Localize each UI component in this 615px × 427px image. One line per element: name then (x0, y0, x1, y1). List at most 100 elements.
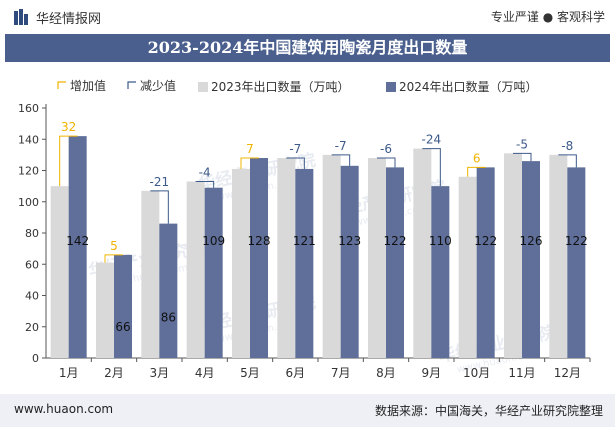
change-bracket (513, 152, 532, 162)
change-label: 32 (61, 120, 76, 134)
labels: 32 142 5 66 -21 86 -4 109 7 128 -7 121 -7 123 -6 122 -24… (61, 120, 588, 334)
change-label: -7 (335, 139, 347, 153)
top-bar: 华经情报网 专业严谨 ● 客观科学 (0, 0, 615, 34)
logo-icon (14, 9, 28, 25)
x-tick-label: 10月 (463, 366, 490, 380)
bar-2023 (458, 176, 477, 358)
y-tick-label: 100 (18, 196, 39, 209)
y-tick-label: 0 (32, 352, 39, 365)
change-label: 7 (246, 142, 254, 156)
change-bracket (150, 190, 169, 224)
change-label: 6 (473, 151, 481, 165)
bar-2024 (204, 187, 223, 358)
x-tick-label: 4月 (195, 366, 215, 380)
legend-decrease-marker (127, 81, 136, 89)
value-label-2024: 86 (161, 311, 176, 325)
x-tick-label: 1月 (59, 366, 79, 380)
x-tick-label: 9月 (422, 366, 442, 380)
bar-2023 (50, 186, 69, 358)
legend-increase-marker (57, 81, 66, 89)
value-label-2024: 110 (429, 234, 452, 248)
change-label: -7 (289, 142, 301, 156)
change-bracket (331, 154, 351, 166)
change-bracket (240, 157, 259, 169)
footer: www.huaon.com 数据来源：中国海关，华经产业研究院整理 (0, 394, 615, 427)
change-bracket (104, 254, 123, 263)
change-bracket (377, 157, 396, 168)
bar-2024 (567, 167, 586, 358)
value-label-2024: 126 (520, 234, 543, 248)
change-label: 5 (110, 239, 118, 253)
bar-2024 (68, 136, 87, 358)
y-tick-label: 160 (18, 102, 39, 115)
value-label-2024: 123 (338, 234, 361, 248)
change-label: -24 (422, 133, 442, 147)
x-tick-label: 5月 (240, 366, 260, 380)
bar-2023 (277, 158, 296, 358)
change-bracket (286, 157, 305, 169)
change-bracket (59, 135, 78, 187)
legend-increase-label: 增加值 (70, 78, 106, 93)
y-tick-label: 20 (25, 321, 39, 334)
legend-2024-label: 2024年出口数量（万吨） (399, 79, 538, 94)
legend: 增加值 减少值 2023年出口数量（万吨） 2024年出口数量（万吨） (57, 78, 538, 94)
legend-2024-swatch (386, 82, 396, 92)
y-tick-label: 120 (18, 165, 39, 178)
bar-2023 (322, 154, 341, 358)
value-label-2024: 122 (474, 234, 497, 248)
chart: 华经产业研究院www.huaon.com华经产业研究院www.huaon.com… (18, 78, 591, 380)
x-tick-label: 7月 (331, 366, 351, 380)
value-label-2024: 66 (115, 320, 130, 334)
axes: 0 20 40 60 80 100 120 140 160 1月 2月 3月 4月 5月 6月 7月 8月 9月 1… (18, 102, 591, 380)
bar-2024 (476, 167, 495, 358)
brand-name: 华经情报网 (36, 12, 102, 27)
legend-decrease-label: 减少值 (140, 78, 176, 93)
bar-2024 (295, 168, 314, 358)
value-label-2024: 122 (565, 234, 588, 248)
bars (50, 135, 586, 358)
bar-2023 (141, 190, 160, 358)
value-label-2024: 128 (248, 234, 271, 248)
change-label: -5 (516, 137, 528, 151)
legend-2023-swatch (198, 82, 208, 92)
change-bracket (195, 180, 215, 188)
bar-2023 (368, 158, 386, 358)
y-tick-label: 80 (25, 227, 39, 240)
bar-2024 (522, 161, 540, 358)
bar-2023 (186, 181, 205, 358)
value-label-2024: 142 (66, 234, 89, 248)
change-label: -8 (561, 139, 573, 153)
y-tick-label: 140 (18, 133, 39, 146)
chart-title: 2023-2024年中国建筑用陶瓷月度出口数量 (147, 38, 468, 57)
bar-2024 (159, 223, 178, 358)
bar-2024 (340, 165, 359, 358)
change-bracket (422, 148, 441, 187)
y-tick-label: 40 (25, 290, 39, 303)
x-tick-label: 8月 (376, 366, 396, 380)
footer-source: 数据来源：中国海关，华经产业研究院整理 (374, 404, 603, 418)
bar-2024 (250, 158, 268, 358)
bar-2023 (96, 262, 114, 358)
y-tick-label: 60 (25, 258, 39, 271)
change-bracket (558, 154, 577, 168)
x-tick-label: 11月 (508, 366, 535, 380)
bar-2023 (413, 148, 432, 358)
value-label-2024: 121 (293, 234, 316, 248)
x-tick-label: 6月 (286, 366, 306, 380)
x-tick-label: 12月 (554, 366, 581, 380)
value-label-2024: 109 (202, 234, 225, 248)
bar-2024 (431, 186, 450, 358)
change-bracket (467, 166, 486, 177)
x-tick-label: 3月 (150, 366, 170, 380)
change-label: -4 (199, 165, 211, 179)
change-label: -21 (150, 175, 170, 189)
bar-2024 (386, 167, 404, 358)
footer-website: www.huaon.com (14, 402, 114, 416)
bar-2023 (549, 154, 568, 358)
bar-2024 (114, 254, 132, 358)
bar-2023 (504, 153, 522, 358)
tagline: 专业严谨 ● 客观科学 (490, 10, 605, 24)
change-label: -6 (380, 142, 392, 156)
value-label-2024: 122 (384, 234, 407, 248)
x-tick-label: 2月 (104, 366, 124, 380)
